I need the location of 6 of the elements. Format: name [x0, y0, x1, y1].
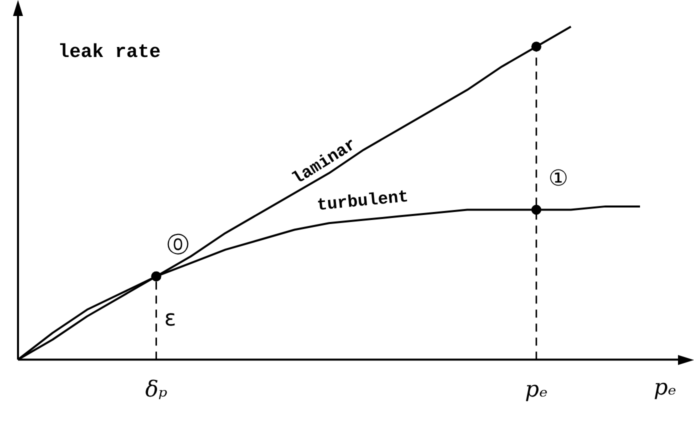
annotation: ⓪ — [167, 233, 190, 258]
annotation: ε — [164, 306, 176, 332]
text: turbulent — [316, 188, 410, 216]
annotation: ① — [548, 166, 568, 192]
x-tick-label: δₚ — [145, 378, 168, 403]
y-axis-title: leak rate — [58, 40, 161, 63]
